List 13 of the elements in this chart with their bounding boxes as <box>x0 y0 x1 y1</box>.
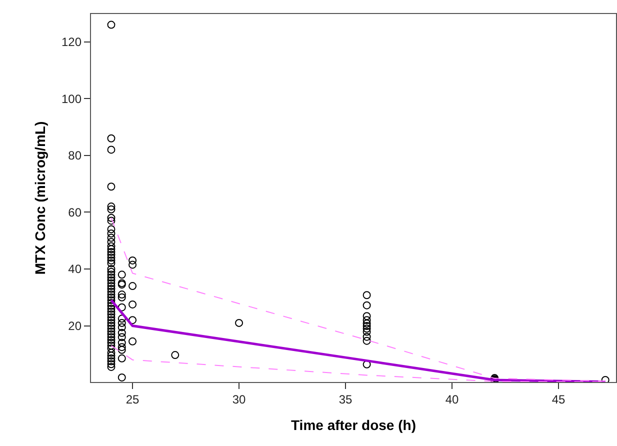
x-tick-label: 35 <box>338 392 353 406</box>
x-tick-label: 25 <box>126 392 140 406</box>
y-tick-label: 20 <box>68 318 82 333</box>
x-axis-title: Time after dose (h) <box>291 416 416 433</box>
y-tick-label: 60 <box>68 205 82 220</box>
x-tick-label: 45 <box>552 392 566 406</box>
x-tick-label: 30 <box>232 392 246 406</box>
y-tick-label: 120 <box>61 35 82 50</box>
y-tick-label: 100 <box>61 92 82 106</box>
y-axis-title: MTX Conc (microg/mL) <box>32 121 48 275</box>
y-tick-label: 80 <box>68 148 82 163</box>
x-tick-label: 40 <box>445 392 459 406</box>
y-tick-label: 40 <box>68 262 82 276</box>
